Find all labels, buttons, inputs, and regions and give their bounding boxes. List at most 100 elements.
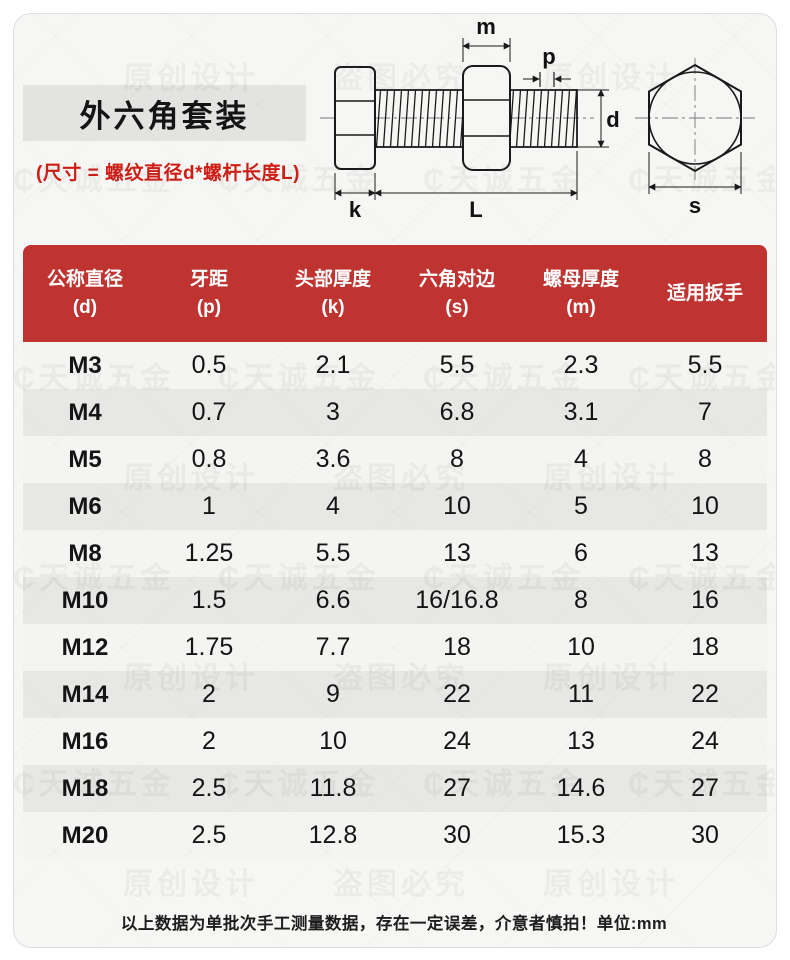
value-cell: 2.3 bbox=[563, 351, 599, 379]
bolt-head bbox=[334, 66, 376, 170]
value-cell: 6.6 bbox=[315, 586, 351, 614]
disclaimer-note: 以上数据为单批次手工测量数据，存在一定误差，介意者慎拍！单位:mm bbox=[120, 915, 668, 933]
col-header-wrench: 适用扳手 bbox=[643, 245, 767, 342]
col-header-pitch: 牙距 (p) bbox=[147, 245, 271, 342]
value-cell: 11.8 bbox=[309, 774, 357, 802]
size-cell: M5 bbox=[68, 445, 102, 473]
nut bbox=[462, 65, 511, 171]
table-row: M12 1.75 7.7 18 10 18 bbox=[23, 624, 767, 671]
value-cell: 24 bbox=[691, 727, 719, 755]
col-header-text: 公称直径 bbox=[46, 268, 123, 290]
value-cell: 8 bbox=[450, 445, 464, 473]
value-cell: 2.1 bbox=[315, 351, 351, 379]
spec-table: 公称直径 (d) 牙距 (p) 头部厚度 (k) 六角对边 (s) 螺母厚度 (… bbox=[23, 245, 767, 859]
col-header-text: 六角对边 bbox=[418, 268, 495, 290]
size-cell: M8 bbox=[68, 539, 102, 567]
value-cell: 3.6 bbox=[315, 445, 351, 473]
col-header-nut-thickness: 螺母厚度 (m) bbox=[519, 245, 643, 342]
size-cell: M12 bbox=[61, 633, 109, 661]
col-header-text: 螺母厚度 bbox=[542, 268, 619, 290]
col-header-text: 牙距 bbox=[189, 268, 228, 290]
value-cell: 1.5 bbox=[191, 586, 227, 614]
value-cell: 11 bbox=[568, 680, 594, 708]
dim-label-p: p bbox=[542, 44, 555, 69]
size-formula-note: (尺寸 = 螺纹直径d*螺杆长度L) bbox=[36, 163, 300, 184]
value-cell: 13 bbox=[567, 727, 595, 755]
dim-label-m: m bbox=[476, 14, 496, 39]
value-cell: 1.75 bbox=[184, 633, 234, 661]
table-row: M14 2 9 22 11 22 bbox=[23, 671, 767, 718]
value-cell: 3 bbox=[326, 398, 340, 426]
hex-front-view bbox=[648, 63, 742, 173]
spec-table-header: 公称直径 (d) 牙距 (p) 头部厚度 (k) 六角对边 (s) 螺母厚度 (… bbox=[23, 245, 767, 342]
value-cell: 27 bbox=[443, 774, 471, 802]
dim-label-s: s bbox=[689, 193, 701, 218]
col-header-symbol: (m) bbox=[566, 296, 596, 318]
col-header-diameter: 公称直径 (d) bbox=[23, 245, 147, 342]
value-cell: 10 bbox=[567, 633, 595, 661]
col-header-text: 头部厚度 bbox=[294, 268, 371, 290]
size-cell: M16 bbox=[61, 727, 109, 755]
table-row: M18 2.5 11.8 27 14.6 27 bbox=[23, 765, 767, 812]
value-cell: 7 bbox=[698, 398, 712, 426]
value-cell: 18 bbox=[443, 633, 471, 661]
size-cell: M4 bbox=[68, 398, 102, 426]
value-cell: 2.5 bbox=[191, 774, 227, 802]
table-row: M8 1.25 5.5 13 6 13 bbox=[23, 530, 767, 577]
size-cell: M10 bbox=[61, 586, 109, 614]
value-cell: 18 bbox=[691, 633, 719, 661]
value-cell: 22 bbox=[443, 680, 471, 708]
table-row: M16 2 10 24 13 24 bbox=[23, 718, 767, 765]
dim-label-k: k bbox=[349, 197, 362, 222]
size-cell: M6 bbox=[68, 492, 102, 520]
value-cell: 1.25 bbox=[184, 539, 234, 567]
dim-label-d: d bbox=[606, 107, 619, 132]
product-card bbox=[13, 13, 777, 948]
value-cell: 5.5 bbox=[315, 539, 351, 567]
value-cell: 10 bbox=[443, 492, 471, 520]
col-header-symbol: (s) bbox=[445, 296, 469, 318]
table-row: M3 0.5 2.1 5.5 2.3 5.5 bbox=[23, 342, 767, 389]
spec-table-body: M3 0.5 2.1 5.5 2.3 5.5 M4 0.7 3 6.8 3.1 7 M5 0.8 3.6 8 4… bbox=[23, 342, 767, 859]
table-row: M5 0.8 3.6 8 4 8 bbox=[23, 436, 767, 483]
col-header-head-thickness: 头部厚度 (k) bbox=[271, 245, 395, 342]
value-cell: 10 bbox=[691, 492, 719, 520]
col-header-symbol: (k) bbox=[321, 296, 345, 318]
value-cell: 0.7 bbox=[191, 398, 227, 426]
bolt-diagram: m p d k L s bbox=[320, 14, 755, 222]
value-cell: 14.6 bbox=[556, 774, 606, 802]
hex-inscribed-circle bbox=[648, 71, 742, 165]
value-cell: 2 bbox=[202, 680, 216, 708]
page-title: 外六角套装 bbox=[79, 98, 250, 134]
value-cell: 8 bbox=[574, 586, 588, 614]
value-cell: 9 bbox=[326, 680, 340, 708]
value-cell: 10 bbox=[319, 727, 347, 755]
value-cell: 4 bbox=[574, 445, 588, 473]
dim-label-L: L bbox=[469, 197, 482, 222]
value-cell: 16 bbox=[691, 586, 719, 614]
col-header-symbol: (p) bbox=[196, 296, 222, 318]
title-badge: 外六角套装 bbox=[23, 85, 306, 141]
value-cell: 13 bbox=[443, 539, 471, 567]
value-cell: 2.5 bbox=[191, 821, 227, 849]
value-cell: 5.5 bbox=[687, 351, 723, 379]
value-cell: 6 bbox=[574, 539, 588, 567]
table-row: M4 0.7 3 6.8 3.1 7 bbox=[23, 389, 767, 436]
value-cell: 30 bbox=[691, 821, 719, 849]
value-cell: 27 bbox=[691, 774, 719, 802]
table-row: M6 1 4 10 5 10 bbox=[23, 483, 767, 530]
value-cell: 0.5 bbox=[191, 351, 227, 379]
value-cell: 0.8 bbox=[191, 445, 227, 473]
value-cell: 24 bbox=[443, 727, 471, 755]
size-cell: M18 bbox=[61, 774, 109, 802]
col-header-text: 适用扳手 bbox=[666, 282, 743, 304]
size-cell: M20 bbox=[61, 821, 109, 849]
col-header-across-flats: 六角对边 (s) bbox=[395, 245, 519, 342]
value-cell: 2 bbox=[202, 727, 216, 755]
table-row: M20 2.5 12.8 30 15.3 30 bbox=[23, 812, 767, 859]
table-row: M10 1.5 6.6 16/16.8 8 16 bbox=[23, 577, 767, 624]
value-cell: 7.7 bbox=[315, 633, 351, 661]
value-cell: 30 bbox=[443, 821, 471, 849]
value-cell: 4 bbox=[326, 492, 340, 520]
value-cell: 5 bbox=[574, 492, 588, 520]
